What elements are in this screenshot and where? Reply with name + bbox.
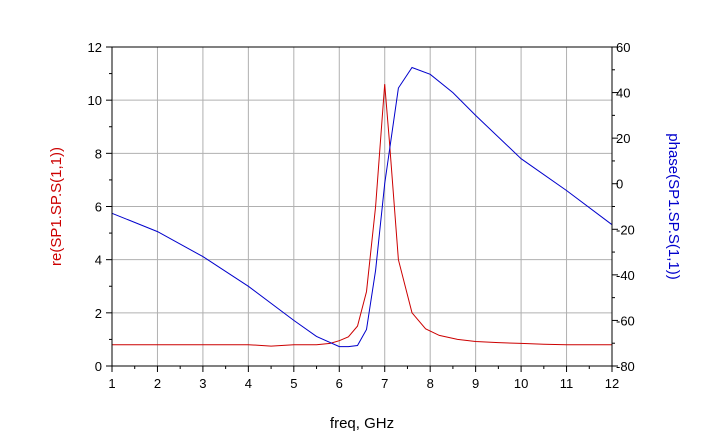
x-axis-title: freq, GHz: [330, 415, 394, 432]
x-axis: 1 2 3 4 5 6 7 8 9 10 11 12: [108, 366, 619, 391]
x-tick-label: 8: [427, 376, 434, 391]
x-tick-label: 3: [199, 376, 206, 391]
x-tick-label: 11: [560, 376, 574, 391]
right-tick-label: 0: [616, 177, 623, 192]
right-tick-label: -40: [616, 268, 635, 283]
left-tick-label: 10: [88, 93, 102, 108]
x-tick-label: 9: [472, 376, 479, 391]
left-tick-label: 6: [95, 200, 102, 215]
x-tick-label: 12: [605, 376, 619, 391]
right-tick-label: 20: [616, 131, 630, 146]
right-tick-label: -20: [616, 222, 635, 237]
series-layer: [111, 66, 613, 348]
left-tick-label: 4: [95, 253, 102, 268]
x-tick-label: 4: [245, 376, 252, 391]
x-tick-label: 7: [381, 376, 388, 391]
left-y-axis-title: re(SP1.SP.S(1,1)): [48, 147, 65, 266]
x-tick-label: 2: [154, 376, 161, 391]
left-y-axis: 0 2 4 6 8 10 12: [88, 40, 112, 374]
x-tick-label: 10: [514, 376, 528, 391]
grid: [111, 46, 613, 367]
left-tick-label: 0: [95, 359, 102, 374]
right-tick-label: 60: [616, 40, 630, 55]
right-y-axis-title: phase(SP1.SP.S(1,1)): [665, 133, 682, 279]
left-tick-label: 8: [95, 146, 102, 161]
phase-series-line: [111, 66, 613, 348]
x-tick-label: 5: [290, 376, 297, 391]
x-tick-label: 6: [336, 376, 343, 391]
right-tick-label: 40: [616, 86, 630, 101]
right-tick-label: -60: [616, 313, 635, 328]
re-series-line: [112, 84, 612, 347]
right-tick-label: -80: [616, 359, 635, 374]
right-y-axis: -80 -60 -40 -20 0 20 40 60: [612, 40, 635, 374]
x-tick-label: 1: [108, 376, 115, 391]
left-tick-label: 2: [95, 306, 102, 321]
left-tick-label: 12: [88, 40, 102, 55]
